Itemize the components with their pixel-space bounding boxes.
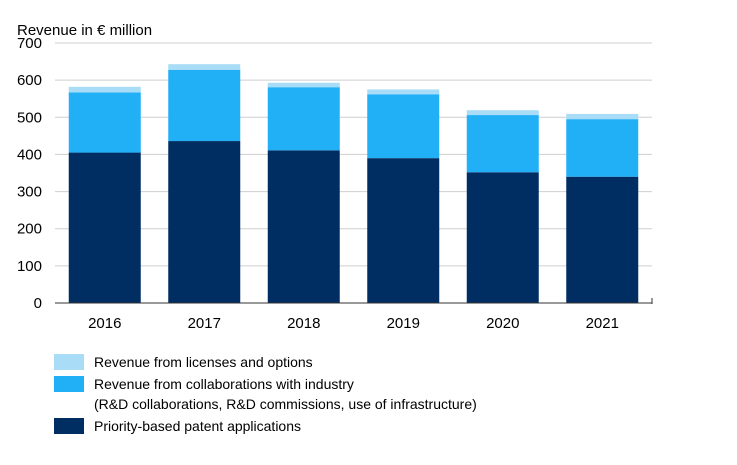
bar-segment [566,176,639,303]
bar-segment [267,150,340,303]
legend-item-patents: Priority-based patent applications [54,416,477,436]
y-tick-label: 200 [17,221,42,238]
bar-segment [466,110,539,116]
bar-segment [267,82,340,88]
bar-segment [168,69,241,142]
y-tick-label: 300 [17,184,42,201]
gridlines [55,42,652,267]
stacked-bar-chart: Revenue in € million 0 100 200 300 400 500 600… [17,22,653,332]
x-tick-label: 2020 [486,315,519,332]
bar-segment [267,87,340,151]
bar-segment [168,64,241,70]
y-tick-label: 500 [17,109,42,126]
bar-segment [68,152,141,303]
y-tick-labels: 0 100 200 300 400 500 600 700 [17,35,42,312]
x-tick-label: 2017 [188,315,221,332]
bar-segment [367,89,440,95]
bar-segment [566,119,639,177]
legend-label-licenses: Revenue from licenses and options [94,354,313,370]
bar-segment [68,86,141,93]
bar-segment [466,115,539,173]
bar-segment [367,94,440,159]
legend-label-collaborations-detail: (R&D collaborations, R&D commissions, us… [94,396,477,412]
legend-label-collaborations: Revenue from collaborations with industr… [94,376,354,392]
y-tick-label: 400 [17,146,42,163]
legend-item-licenses: Revenue from licenses and options [54,352,477,372]
x-tick-label: 2021 [586,315,619,332]
bar-segment [566,113,639,120]
x-tick-label: 2018 [287,315,320,332]
x-tick-labels: 2016 2017 2018 2019 2020 2021 [88,315,619,332]
bar-segment [68,92,141,153]
legend-swatch-licenses [54,354,84,370]
bars [68,64,639,303]
y-tick-label: 100 [17,258,42,275]
legend: Revenue from licenses and options Revenu… [54,352,477,438]
y-tick-label: 0 [34,295,42,312]
bar-segment [367,158,440,303]
bar-segment [466,172,539,303]
y-tick-label: 600 [17,72,42,89]
x-tick-label: 2016 [88,315,121,332]
y-tick-label: 700 [17,35,42,52]
legend-swatch-patents [54,418,84,434]
bar-segment [168,141,241,303]
x-tick-label: 2019 [387,315,420,332]
legend-label-patents: Priority-based patent applications [94,418,302,434]
y-axis-label: Revenue in € million [17,22,152,39]
legend-swatch-collaborations [54,376,84,392]
legend-item-collaborations: Revenue from collaborations with industr… [54,374,477,414]
